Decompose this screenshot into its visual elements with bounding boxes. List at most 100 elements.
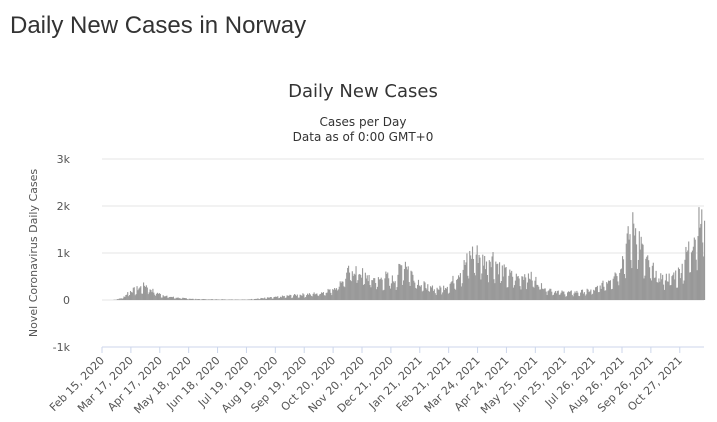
daily-case-bar	[625, 243, 627, 300]
daily-case-bar	[541, 288, 543, 300]
daily-case-bar	[520, 289, 522, 300]
daily-case-bar	[159, 293, 161, 300]
daily-case-bar	[568, 292, 571, 300]
daily-case-bar	[287, 295, 289, 300]
daily-case-bar	[677, 267, 680, 300]
daily-case-bar	[499, 282, 502, 300]
daily-case-bar	[474, 275, 476, 300]
daily-case-bar	[608, 280, 611, 300]
daily-case-bar	[495, 261, 497, 300]
daily-case-bar	[542, 289, 544, 300]
daily-case-bar	[608, 280, 610, 300]
daily-case-bar	[195, 298, 197, 300]
daily-case-bar	[602, 280, 604, 300]
daily-case-bar	[310, 295, 312, 300]
daily-case-bar	[401, 265, 403, 300]
daily-case-bar	[550, 288, 552, 300]
daily-case-bar	[389, 285, 391, 300]
daily-case-bar	[283, 295, 285, 300]
daily-case-bar	[498, 262, 501, 300]
daily-case-bar	[488, 260, 490, 300]
daily-case-bar	[486, 274, 489, 300]
daily-case-bar	[545, 291, 547, 300]
daily-case-bar	[684, 259, 686, 300]
daily-case-bar	[362, 284, 365, 300]
daily-case-bar	[507, 287, 509, 300]
daily-case-bar	[631, 268, 633, 300]
daily-case-bar	[418, 285, 420, 300]
daily-case-bar	[265, 298, 267, 300]
daily-case-bar	[691, 250, 694, 300]
daily-case-bar	[249, 299, 251, 300]
daily-case-bar	[318, 296, 320, 300]
daily-case-bar	[683, 280, 685, 300]
daily-case-bar	[302, 293, 304, 300]
daily-case-bar	[660, 273, 662, 300]
daily-case-bar	[652, 262, 654, 300]
daily-case-bar	[411, 271, 413, 300]
daily-case-bar	[657, 282, 659, 300]
daily-case-bar	[141, 293, 143, 300]
daily-case-bar	[189, 298, 191, 300]
daily-case-bar	[489, 261, 491, 300]
daily-case-bar	[566, 296, 568, 300]
daily-case-bar	[169, 296, 171, 300]
daily-case-bar	[637, 259, 639, 300]
daily-case-bar	[332, 289, 334, 300]
daily-case-bar	[142, 293, 144, 300]
daily-case-bar	[437, 289, 439, 300]
daily-case-bar	[672, 274, 674, 300]
daily-case-bar	[577, 292, 579, 300]
daily-case-bar	[627, 226, 629, 300]
daily-case-bar	[229, 299, 231, 300]
daily-case-bar	[161, 297, 163, 300]
daily-case-bar	[473, 272, 475, 300]
daily-case-bar	[419, 286, 421, 300]
daily-case-bar	[676, 287, 678, 300]
daily-case-bar	[531, 280, 533, 300]
daily-case-bar	[158, 293, 160, 300]
daily-case-bar	[536, 284, 538, 300]
daily-case-bar	[476, 245, 478, 300]
daily-case-bar	[546, 295, 548, 300]
daily-case-bar	[279, 296, 282, 300]
daily-case-bar	[578, 295, 580, 300]
daily-case-bar	[565, 296, 567, 300]
daily-case-bar	[119, 298, 121, 300]
daily-case-bar	[311, 296, 313, 300]
daily-case-bar	[393, 282, 395, 300]
daily-case-bar	[516, 276, 518, 300]
daily-case-bar	[547, 291, 549, 300]
daily-case-bar	[485, 261, 488, 300]
daily-case-bar	[560, 292, 562, 300]
daily-case-bar	[140, 286, 142, 300]
daily-case-bar	[122, 298, 124, 300]
daily-case-bar	[253, 299, 256, 300]
daily-case-bar	[193, 299, 195, 300]
daily-case-bar	[192, 298, 194, 300]
daily-case-bar	[626, 233, 628, 300]
daily-case-bar	[307, 293, 309, 300]
daily-case-bar	[423, 281, 425, 300]
daily-case-bar	[170, 296, 172, 300]
daily-case-bar	[580, 289, 583, 300]
daily-case-bar	[682, 283, 684, 300]
daily-case-bar	[168, 297, 170, 300]
daily-case-bar	[594, 287, 597, 300]
daily-case-bar	[167, 297, 169, 300]
daily-case-bar	[149, 289, 151, 300]
daily-case-bar	[620, 269, 622, 300]
daily-case-bar	[118, 298, 120, 300]
y-tick-labels: -1k 0 1k 2k 3k	[53, 153, 71, 354]
daily-case-bar	[622, 259, 625, 300]
daily-case-bar	[214, 299, 216, 300]
daily-case-bar	[628, 239, 630, 300]
daily-case-bar	[655, 270, 657, 300]
daily-case-bar	[693, 237, 695, 300]
daily-case-bar	[406, 269, 408, 300]
daily-case-bar	[223, 299, 225, 300]
daily-case-bar	[176, 297, 178, 300]
daily-case-bar	[614, 272, 616, 300]
daily-case-bar	[480, 279, 482, 300]
daily-case-bar	[465, 262, 467, 300]
